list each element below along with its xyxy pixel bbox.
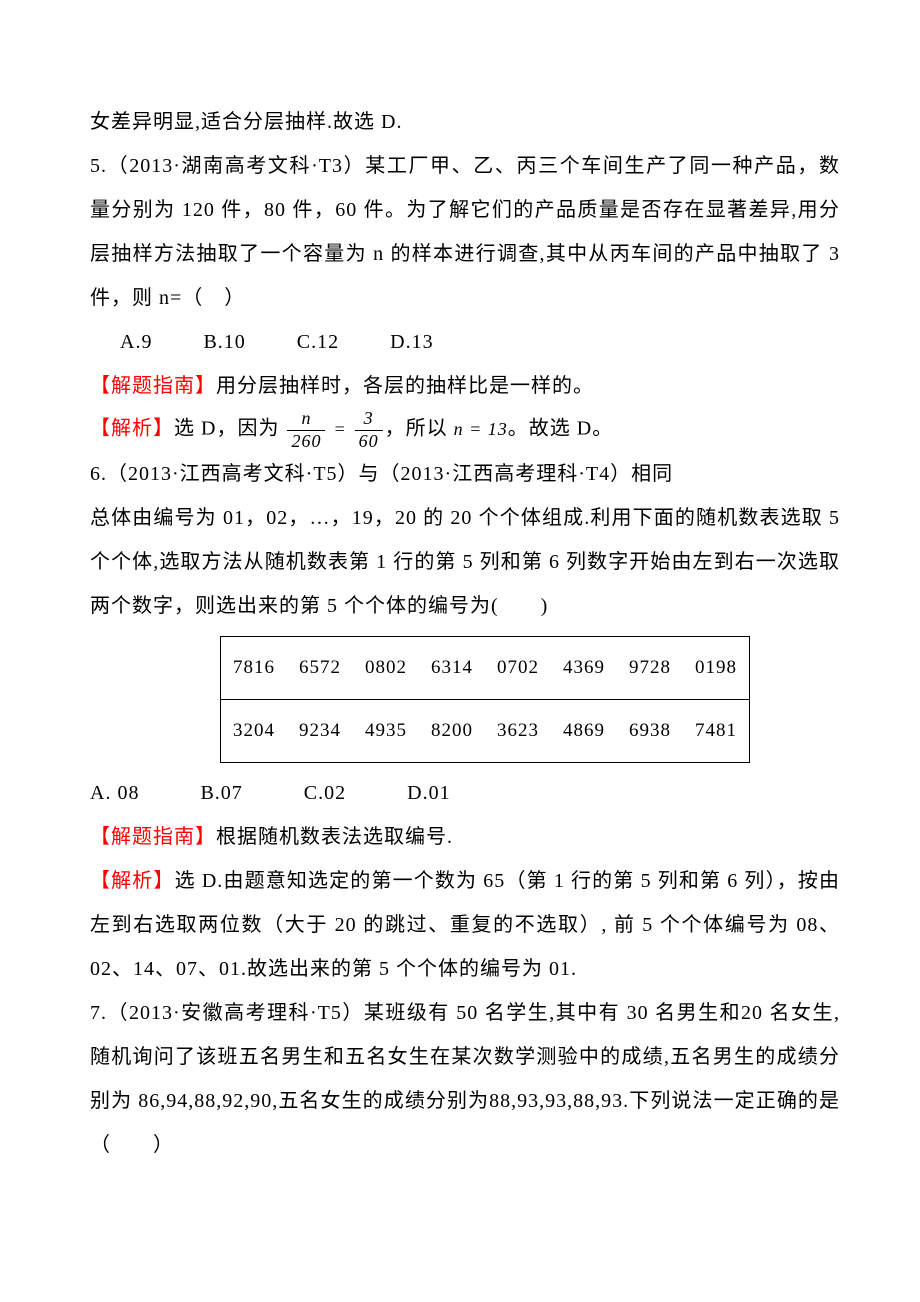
table-cell: 4369 — [551, 637, 617, 700]
q5-ans-prefix: 选 D，因为 — [174, 418, 279, 440]
q5-ans-mid: ，所以 — [385, 418, 448, 440]
table-cell: 0802 — [353, 637, 419, 700]
q5-ans-label: 【解析】 — [90, 418, 174, 440]
q5-options: A.9 B.10 C.12 D.13 — [90, 320, 840, 364]
q6-opt-d: D.01 — [407, 782, 450, 804]
q5-opt-a: A.9 — [120, 331, 152, 353]
random-number-table: 7816 6572 0802 6314 0702 4369 9728 0198 … — [220, 636, 750, 763]
q5-opt-d: D.13 — [390, 331, 433, 353]
q6-opt-c: C.02 — [304, 782, 346, 804]
q5-stem: 5.（2013·湖南高考文科·T3）某工厂甲、乙、丙三个车间生产了同一种产品，数… — [90, 144, 840, 320]
q5-frac2-den: 60 — [355, 431, 383, 453]
q5-hint-text: 用分层抽样时，各层的抽样比是一样的。 — [216, 375, 594, 397]
q5-hint-label: 【解题指南】 — [90, 375, 216, 397]
q6-answer: 【解析】选 D.由题意知选定的第一个数为 65（第 1 行的第 5 列和第 6 … — [90, 859, 840, 991]
q6-hint-text: 根据随机数表法选取编号. — [216, 826, 453, 848]
intro-text: 女差异明显,适合分层抽样.故选 D. — [90, 100, 840, 144]
q6-opt-b: B.07 — [200, 782, 242, 804]
table-cell: 6314 — [419, 637, 485, 700]
q6-options: A. 08 B.07 C.02 D.01 — [90, 771, 840, 815]
q5-ans-suffix: 。故选 D。 — [508, 418, 613, 440]
q5-hint: 【解题指南】用分层抽样时，各层的抽样比是一样的。 — [90, 364, 840, 408]
table-row: 3204 9234 4935 8200 3623 4869 6938 7481 — [221, 699, 750, 762]
q6-hint: 【解题指南】根据随机数表法选取编号. — [90, 815, 840, 859]
table-cell: 3204 — [221, 699, 288, 762]
table-cell: 3623 — [485, 699, 551, 762]
q5-frac2-num: 3 — [355, 408, 383, 431]
q5-answer: 【解析】选 D，因为 n 260 = 3 60 ，所以 n = 13。故选 D。 — [90, 408, 840, 452]
table-cell: 8200 — [419, 699, 485, 762]
q6-opt-a: A. 08 — [90, 782, 139, 804]
q5-opt-c: C.12 — [297, 331, 339, 353]
q6-ans-text: 选 D.由题意知选定的第一个数为 65（第 1 行的第 5 列和第 6 列），按… — [90, 870, 840, 980]
q5-eq: = — [333, 419, 346, 441]
table-cell: 9728 — [617, 637, 683, 700]
q5-frac1-num: n — [287, 408, 325, 431]
q5-frac1: n 260 — [285, 408, 327, 452]
table-cell: 4869 — [551, 699, 617, 762]
q5-frac2: 3 60 — [353, 408, 385, 452]
table-cell: 0702 — [485, 637, 551, 700]
table-cell: 9234 — [287, 699, 353, 762]
q5-opt-b: B.10 — [203, 331, 245, 353]
q6-ans-label: 【解析】 — [90, 870, 175, 892]
table-cell: 6572 — [287, 637, 353, 700]
table-cell: 4935 — [353, 699, 419, 762]
table-cell: 7481 — [683, 699, 750, 762]
q6-hint-label: 【解题指南】 — [90, 826, 216, 848]
q6-stem1: 6.（2013·江西高考文科·T5）与（2013·江西高考理科·T4）相同 — [90, 452, 840, 496]
table-cell: 0198 — [683, 637, 750, 700]
table-cell: 7816 — [221, 637, 288, 700]
table-row: 7816 6572 0802 6314 0702 4369 9728 0198 — [221, 637, 750, 700]
table-cell: 6938 — [617, 699, 683, 762]
q7-stem: 7.（2013·安徽高考理科·T5）某班级有 50 名学生,其中有 30 名男生… — [90, 991, 840, 1167]
q5-ans-formula: n = 13 — [454, 419, 508, 441]
q6-stem2: 总体由编号为 01，02，…，19，20 的 20 个个体组成.利用下面的随机数… — [90, 496, 840, 628]
q5-frac1-den: 260 — [287, 431, 325, 453]
